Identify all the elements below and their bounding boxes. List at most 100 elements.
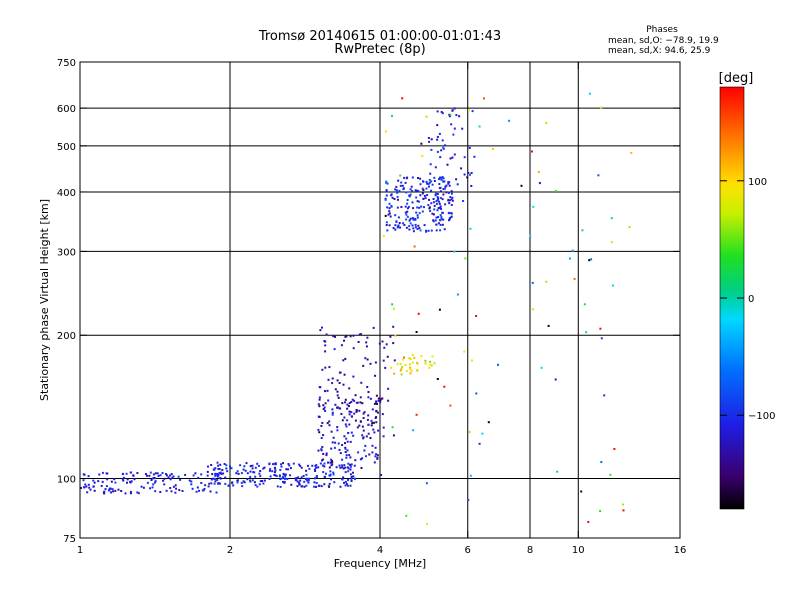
data-point xyxy=(453,250,456,253)
data-point xyxy=(529,234,532,237)
data-point xyxy=(317,485,320,487)
data-point xyxy=(280,463,283,466)
data-point xyxy=(406,202,409,205)
data-point xyxy=(159,491,162,493)
data-point xyxy=(327,461,329,464)
colorbar-label: [deg] xyxy=(719,71,754,86)
data-point xyxy=(470,359,473,362)
data-point xyxy=(362,437,365,440)
data-point xyxy=(324,390,326,393)
data-point xyxy=(249,465,252,468)
data-point xyxy=(385,221,388,224)
data-point xyxy=(344,401,346,404)
data-point xyxy=(330,460,333,462)
data-point xyxy=(344,423,347,426)
data-point xyxy=(306,479,309,482)
data-point xyxy=(411,217,414,219)
data-point xyxy=(335,466,338,469)
data-point xyxy=(320,437,323,439)
data-point xyxy=(332,471,335,474)
data-point xyxy=(342,359,345,362)
data-point xyxy=(395,189,398,192)
data-point xyxy=(303,485,306,488)
data-point xyxy=(93,481,96,484)
data-point xyxy=(409,368,412,371)
x-tick-label: 6 xyxy=(465,545,471,556)
data-point xyxy=(438,183,441,185)
x-tick-label: 16 xyxy=(674,545,687,556)
data-point xyxy=(409,217,412,220)
data-point xyxy=(372,428,375,431)
data-point xyxy=(430,202,433,205)
data-point xyxy=(405,226,408,229)
data-point xyxy=(377,397,380,400)
data-point xyxy=(444,187,446,190)
data-point xyxy=(350,476,353,478)
data-point xyxy=(197,476,200,479)
data-point xyxy=(179,478,182,481)
data-point xyxy=(331,408,334,411)
data-point xyxy=(93,489,96,492)
data-point xyxy=(405,370,408,372)
data-point xyxy=(398,222,401,224)
data-point xyxy=(241,485,244,488)
data-point xyxy=(432,213,435,216)
data-point xyxy=(373,431,376,434)
data-point xyxy=(436,136,439,138)
data-point xyxy=(368,453,371,456)
data-point xyxy=(346,403,349,406)
data-point xyxy=(427,137,430,139)
data-point xyxy=(409,188,412,191)
data-point xyxy=(363,411,366,414)
colorbar-tick-label: 100 xyxy=(748,177,767,188)
data-point xyxy=(438,202,441,205)
data-point xyxy=(442,180,445,183)
data-point xyxy=(242,480,245,483)
data-point xyxy=(402,222,405,225)
data-point xyxy=(83,486,86,489)
data-point xyxy=(354,419,357,422)
data-point xyxy=(353,412,356,415)
data-point xyxy=(359,333,362,336)
data-point xyxy=(622,503,624,506)
data-point xyxy=(213,482,216,485)
data-point xyxy=(418,227,421,230)
data-point xyxy=(322,404,325,407)
data-point xyxy=(236,481,239,484)
data-point xyxy=(573,277,576,280)
data-point xyxy=(284,477,287,480)
data-point xyxy=(376,403,378,405)
data-point xyxy=(122,479,125,482)
data-point xyxy=(254,484,257,487)
data-point xyxy=(348,423,351,426)
data-point xyxy=(261,480,264,482)
data-point xyxy=(545,122,548,124)
data-point xyxy=(148,474,151,477)
y-axis-label: Stationary phase Virtual Height [km] xyxy=(38,199,51,401)
data-point xyxy=(409,193,412,196)
data-point xyxy=(321,326,323,329)
data-point xyxy=(190,480,193,483)
data-point xyxy=(367,414,370,417)
data-point xyxy=(628,226,631,229)
data-point xyxy=(408,363,411,366)
data-point xyxy=(330,458,333,461)
data-point xyxy=(339,485,342,488)
data-point xyxy=(208,482,211,485)
data-point xyxy=(114,489,117,492)
data-point xyxy=(415,211,418,214)
data-point xyxy=(338,448,341,451)
data-point xyxy=(161,472,164,474)
data-point xyxy=(411,176,414,179)
y-tick-label: 600 xyxy=(57,104,76,115)
data-point xyxy=(214,472,217,475)
data-point xyxy=(268,462,271,465)
data-point xyxy=(374,446,377,449)
data-point xyxy=(287,468,290,471)
data-point xyxy=(401,184,404,187)
data-point xyxy=(192,474,195,477)
data-point xyxy=(397,198,399,201)
data-point xyxy=(370,424,373,427)
data-point xyxy=(130,490,132,493)
data-point xyxy=(439,186,442,189)
